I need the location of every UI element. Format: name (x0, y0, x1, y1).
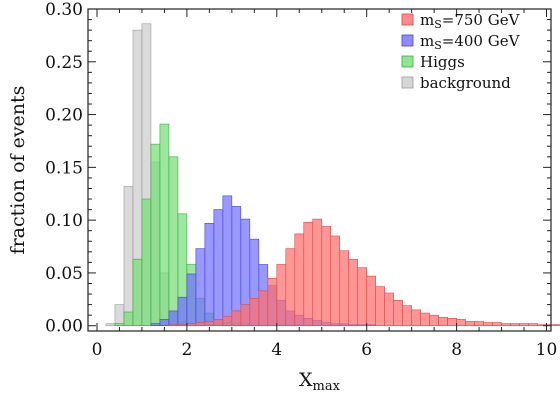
y-tick-label: 0.00 (45, 317, 83, 337)
x-tick-label: 0 (92, 340, 103, 360)
bar-Higgs (150, 143, 161, 327)
y-tick-label: 0.15 (45, 158, 83, 178)
y-tick-label: 0.05 (45, 264, 83, 284)
bar-m750 (375, 286, 385, 327)
bar-m750 (303, 221, 314, 327)
bar-m750 (285, 248, 296, 327)
bar-Higgs (114, 323, 125, 327)
y-tick-label: 0.25 (45, 53, 83, 73)
bar-m400 (213, 209, 224, 327)
bar-m750 (528, 323, 538, 327)
bar-m750 (492, 322, 502, 327)
bar-m750 (366, 275, 376, 327)
bar-Higgs (141, 198, 152, 327)
bar-m750 (177, 324, 188, 327)
bar-m750 (429, 314, 439, 327)
bar-background (114, 304, 125, 327)
bar-m750 (357, 267, 367, 327)
bar-m400 (168, 310, 179, 327)
bar-background (105, 323, 116, 327)
bar-m750 (348, 258, 359, 327)
bar-m750 (312, 218, 323, 327)
bar-m400 (195, 248, 206, 327)
bar-m750 (276, 264, 287, 327)
bar-m400 (222, 195, 233, 327)
bar-m750 (447, 318, 457, 327)
bar-m400 (177, 296, 188, 327)
bar-m750 (474, 321, 484, 327)
bar-m750 (294, 233, 305, 327)
bar-m400 (204, 223, 215, 327)
bar-m400 (231, 206, 242, 327)
bar-m750 (222, 315, 233, 327)
legend-swatch (401, 55, 414, 68)
bar-m750 (231, 310, 242, 327)
y-tick-label: 0.10 (45, 211, 83, 231)
bar-Higgs (132, 258, 143, 327)
legend-item-background: background (401, 74, 511, 92)
x-tick-label: 2 (181, 340, 192, 360)
x-axis-title-sub: max (313, 379, 341, 393)
bar-m750 (258, 290, 269, 327)
x-tick-labels: 0 2 4 6 8 10 (92, 340, 558, 360)
bar-m750 (195, 322, 206, 327)
legend-swatch (401, 76, 414, 89)
bar-m750 (240, 304, 251, 327)
legend-item-Higgs: Higgs (401, 53, 465, 71)
x-tick-label: 4 (271, 340, 282, 360)
x-axis-title-main: X (299, 369, 313, 391)
y-tick-label: 0.20 (45, 106, 83, 126)
x-tick-label: 8 (451, 340, 462, 360)
bar-m750 (411, 309, 421, 327)
bar-m750 (321, 226, 332, 327)
legend-label: mS=750 GeV (420, 11, 521, 31)
x-tick-label: 10 (536, 340, 558, 360)
bar-m750 (420, 312, 430, 327)
bar-m750 (555, 324, 560, 327)
legend-swatch (401, 34, 414, 47)
bar-m400 (150, 323, 161, 327)
bar-m750 (213, 319, 224, 327)
legend-label: Higgs (420, 53, 465, 71)
bar-m750 (501, 323, 511, 327)
legend-label: mS=400 GeV (420, 32, 521, 52)
bar-m750 (330, 235, 341, 327)
bar-m750 (402, 305, 412, 327)
x-axis-title: Xmax (299, 369, 341, 393)
y-tick-labels: 0.00 0.05 0.10 0.15 0.20 0.25 0.30 (45, 0, 83, 337)
y-axis-title: fraction of events (7, 86, 29, 255)
bar-m750 (483, 322, 493, 327)
histogram-bars (105, 23, 560, 327)
legend-item-m750: mS=750 GeV (401, 11, 521, 31)
x-tick-label: 6 (361, 340, 372, 360)
bar-m750 (186, 323, 197, 327)
bar-m750 (393, 300, 403, 327)
bar-Higgs (168, 156, 179, 327)
axis-ticks (88, 8, 551, 331)
bar-m750 (438, 316, 448, 327)
y-tick-label: 0.30 (45, 0, 83, 20)
bar-m750 (456, 319, 466, 327)
bar-m400 (159, 319, 170, 327)
bar-m750 (465, 321, 475, 327)
bar-Higgs (159, 123, 170, 327)
bar-m750 (204, 321, 215, 327)
legend-label: background (420, 74, 511, 92)
bar-m750 (267, 277, 278, 327)
series-m750 (168, 218, 560, 327)
bar-m400 (186, 273, 197, 327)
legend-swatch (401, 13, 414, 26)
plot-frame (87, 8, 552, 332)
bar-background (123, 186, 134, 327)
bar-m750 (384, 292, 394, 327)
bar-m750 (510, 323, 520, 327)
bar-m750 (249, 297, 260, 327)
legend-item-m400: mS=400 GeV (401, 32, 521, 52)
bar-m750 (519, 323, 529, 327)
bar-m750 (168, 324, 179, 327)
bar-Higgs (123, 311, 134, 327)
bar-m750 (339, 250, 350, 327)
